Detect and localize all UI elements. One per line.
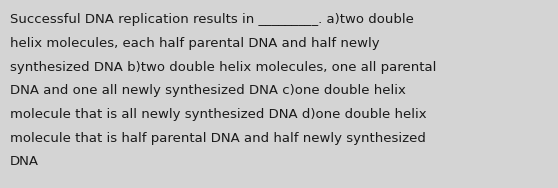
Text: molecule that is all newly synthesized DNA d)one double helix: molecule that is all newly synthesized D…: [10, 108, 427, 121]
Text: molecule that is half parental DNA and half newly synthesized: molecule that is half parental DNA and h…: [10, 132, 426, 145]
Text: DNA and one all newly synthesized DNA c)one double helix: DNA and one all newly synthesized DNA c)…: [10, 84, 406, 97]
Text: helix molecules, each half parental DNA and half newly: helix molecules, each half parental DNA …: [10, 37, 379, 50]
Text: Successful DNA replication results in _________. a)two double: Successful DNA replication results in __…: [10, 13, 414, 26]
Text: DNA: DNA: [10, 155, 39, 168]
Text: synthesized DNA b)two double helix molecules, one all parental: synthesized DNA b)two double helix molec…: [10, 61, 436, 74]
